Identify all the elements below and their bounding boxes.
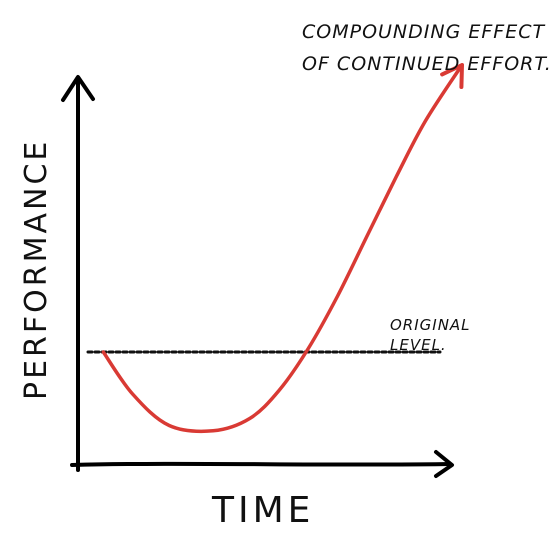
y-axis-line: [75, 78, 81, 472]
series-line: [101, 63, 464, 434]
x-axis-arrowhead: [434, 450, 454, 478]
annotation-line-1: COMPOUNDING EFFECT: [302, 21, 545, 43]
y-axis-arrowhead: [61, 75, 95, 102]
baseline-label-line-1: ORIGINAL: [390, 316, 471, 334]
x-axis-title: TIME: [211, 490, 314, 531]
x-axis-line: [70, 461, 452, 467]
baseline-label-line-2: LEVEL.: [390, 336, 447, 354]
compounding-annotation: COMPOUNDING EFFECT OF CONTINUED EFFORT.: [302, 21, 552, 75]
y-axis-title: PERFORMANCE: [19, 139, 54, 400]
baseline-label: ORIGINAL LEVEL.: [390, 316, 476, 354]
annotation-line-2: OF CONTINUED EFFORT.: [302, 53, 552, 75]
series-arrowhead: [440, 63, 464, 89]
